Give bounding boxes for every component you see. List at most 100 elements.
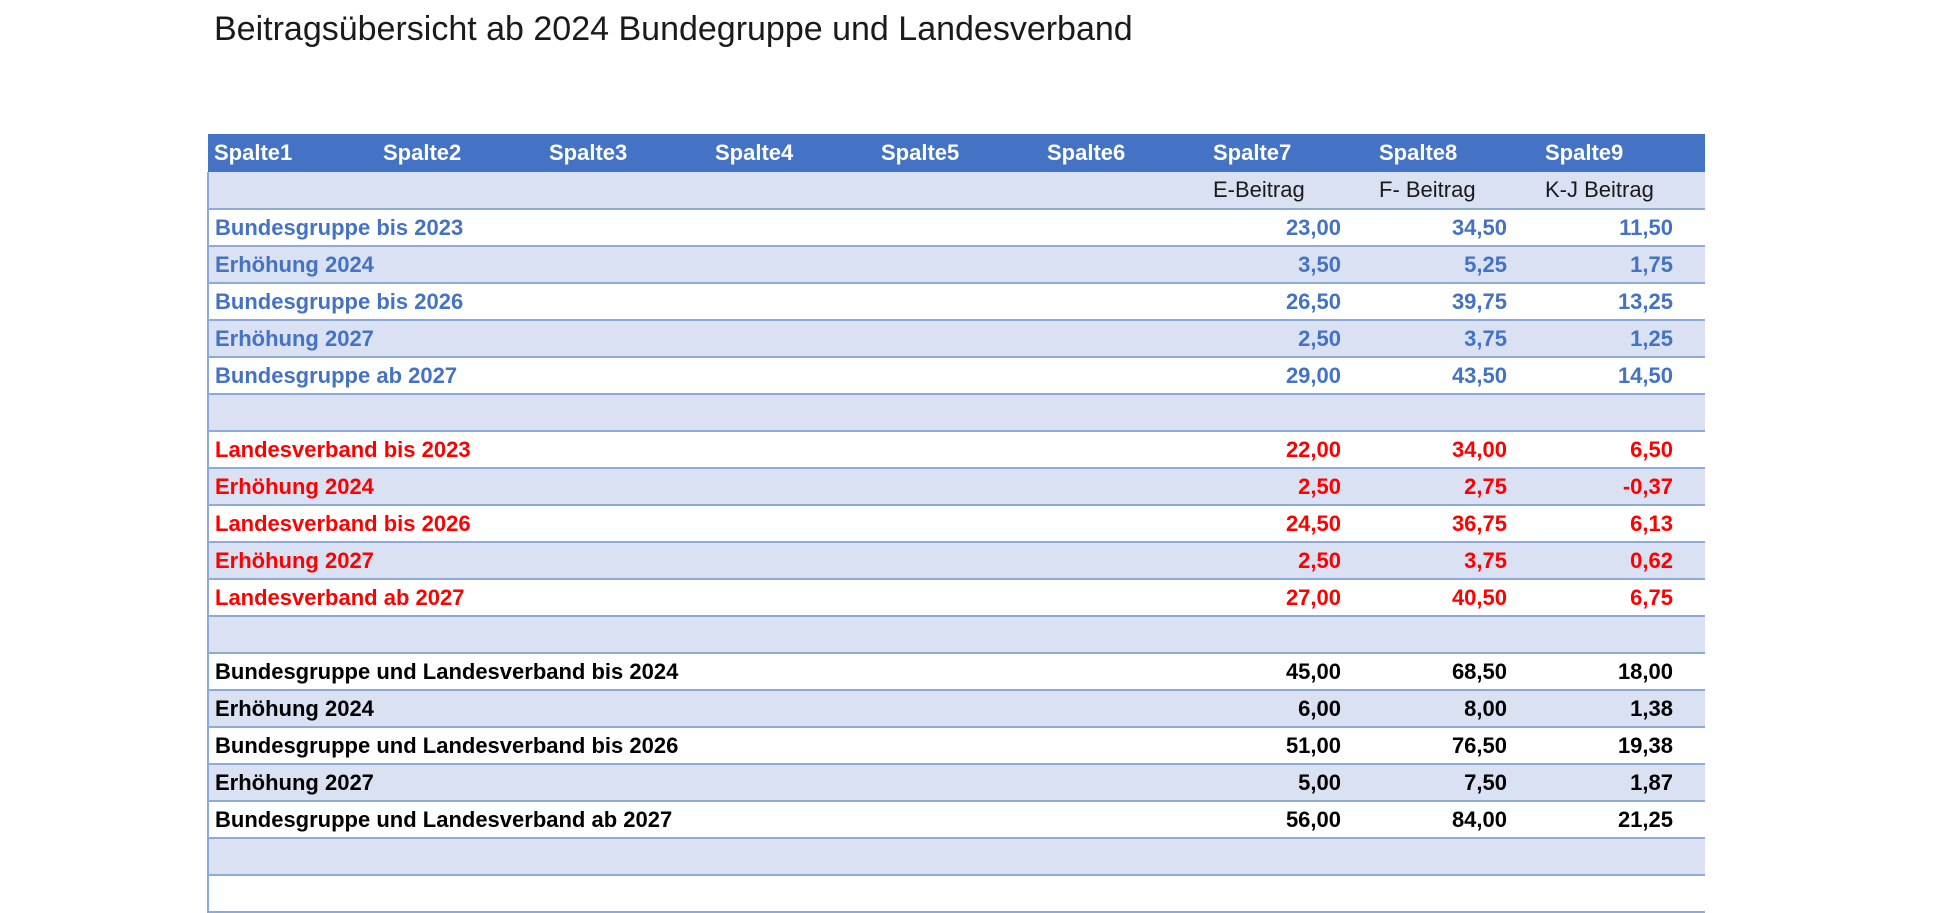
table-cell[interactable] xyxy=(377,505,543,542)
kj-beitrag-value[interactable]: 18,00 xyxy=(1539,653,1705,690)
f-beitrag-value[interactable]: 34,50 xyxy=(1373,209,1539,246)
table-cell[interactable] xyxy=(875,320,1041,357)
table-cell[interactable] xyxy=(207,172,377,209)
table-cell[interactable] xyxy=(543,542,709,579)
row-label-cell[interactable]: Erhöhung 2027 xyxy=(207,542,377,579)
table-cell[interactable] xyxy=(709,875,875,912)
table-cell[interactable] xyxy=(1041,542,1207,579)
kj-beitrag-value[interactable]: 6,50 xyxy=(1539,431,1705,468)
table-cell[interactable] xyxy=(377,801,543,838)
table-cell[interactable] xyxy=(1041,764,1207,801)
row-label-cell[interactable]: Erhöhung 2027 xyxy=(207,320,377,357)
table-cell[interactable] xyxy=(1041,431,1207,468)
kj-beitrag-value[interactable]: 1,38 xyxy=(1539,690,1705,727)
e-beitrag-value[interactable]: 6,00 xyxy=(1207,690,1373,727)
table-cell[interactable] xyxy=(875,542,1041,579)
row-label-cell[interactable]: Bundesgruppe bis 2023 xyxy=(207,209,463,246)
kj-beitrag-subheader[interactable]: K-J Beitrag xyxy=(1539,172,1705,209)
kj-beitrag-value[interactable] xyxy=(1539,394,1705,431)
e-beitrag-value[interactable]: 23,00 xyxy=(1207,209,1373,246)
table-cell[interactable] xyxy=(875,764,1041,801)
table-cell[interactable] xyxy=(875,579,1041,616)
f-beitrag-value[interactable] xyxy=(1373,394,1539,431)
table-cell[interactable] xyxy=(377,394,543,431)
table-cell[interactable] xyxy=(875,653,1041,690)
column-header[interactable]: Spalte9 xyxy=(1539,134,1705,172)
column-header[interactable]: Spalte6 xyxy=(1041,134,1207,172)
table-cell[interactable] xyxy=(709,764,875,801)
table-cell[interactable] xyxy=(875,690,1041,727)
table-cell[interactable] xyxy=(543,357,709,394)
row-label-cell[interactable]: Bundesgruppe und Landesverband bis 2024 xyxy=(207,653,678,690)
table-cell[interactable] xyxy=(875,431,1041,468)
table-cell[interactable] xyxy=(875,875,1041,912)
kj-beitrag-value[interactable]: -0,37 xyxy=(1539,468,1705,505)
table-cell[interactable] xyxy=(1041,468,1207,505)
row-label-cell[interactable]: Erhöhung 2024 xyxy=(207,690,377,727)
row-label-cell[interactable]: Landesverband bis 2026 xyxy=(207,505,471,542)
table-cell[interactable] xyxy=(377,357,543,394)
f-beitrag-value[interactable]: 43,50 xyxy=(1373,357,1539,394)
table-cell[interactable] xyxy=(875,357,1041,394)
table-cell[interactable] xyxy=(709,801,875,838)
table-cell[interactable] xyxy=(377,616,543,653)
table-cell[interactable] xyxy=(875,172,1041,209)
e-beitrag-value[interactable]: 27,00 xyxy=(1207,579,1373,616)
row-label-cell[interactable]: Erhöhung 2024 xyxy=(207,468,377,505)
table-cell[interactable] xyxy=(377,764,543,801)
kj-beitrag-value[interactable]: 1,87 xyxy=(1539,764,1705,801)
f-beitrag-value[interactable]: 8,00 xyxy=(1373,690,1539,727)
e-beitrag-value[interactable] xyxy=(1207,838,1373,875)
table-cell[interactable] xyxy=(1041,579,1207,616)
table-cell[interactable] xyxy=(709,653,875,690)
table-cell[interactable] xyxy=(1041,727,1207,764)
column-header[interactable]: Spalte3 xyxy=(543,134,709,172)
table-cell[interactable] xyxy=(543,579,709,616)
e-beitrag-value[interactable] xyxy=(1207,616,1373,653)
kj-beitrag-value[interactable]: 6,13 xyxy=(1539,505,1705,542)
table-cell[interactable] xyxy=(709,320,875,357)
table-cell[interactable] xyxy=(543,690,709,727)
row-label-cell[interactable]: Bundesgruppe ab 2027 xyxy=(207,357,457,394)
kj-beitrag-value[interactable]: 14,50 xyxy=(1539,357,1705,394)
e-beitrag-value[interactable]: 3,50 xyxy=(1207,246,1373,283)
table-cell[interactable] xyxy=(1041,616,1207,653)
f-beitrag-value[interactable]: 2,75 xyxy=(1373,468,1539,505)
row-label-cell[interactable]: Landesverband bis 2023 xyxy=(207,431,471,468)
f-beitrag-value[interactable]: 3,75 xyxy=(1373,320,1539,357)
table-cell[interactable] xyxy=(543,394,709,431)
table-cell[interactable] xyxy=(543,838,709,875)
table-cell[interactable] xyxy=(709,690,875,727)
f-beitrag-value[interactable]: 84,00 xyxy=(1373,801,1539,838)
column-header[interactable]: Spalte4 xyxy=(709,134,875,172)
table-cell[interactable] xyxy=(1041,875,1207,912)
table-cell[interactable] xyxy=(709,579,875,616)
f-beitrag-subheader[interactable]: F- Beitrag xyxy=(1373,172,1539,209)
table-cell[interactable] xyxy=(875,394,1041,431)
row-label-cell[interactable]: Bundesgruppe und Landesverband bis 2026 xyxy=(207,727,678,764)
e-beitrag-value[interactable]: 22,00 xyxy=(1207,431,1373,468)
table-cell[interactable] xyxy=(377,209,543,246)
table-cell[interactable] xyxy=(1041,283,1207,320)
table-cell[interactable] xyxy=(543,653,709,690)
column-header[interactable]: Spalte7 xyxy=(1207,134,1373,172)
table-cell[interactable] xyxy=(1041,209,1207,246)
table-cell[interactable] xyxy=(709,505,875,542)
f-beitrag-value[interactable]: 68,50 xyxy=(1373,653,1539,690)
e-beitrag-value[interactable]: 45,00 xyxy=(1207,653,1373,690)
e-beitrag-value[interactable]: 51,00 xyxy=(1207,727,1373,764)
table-cell[interactable] xyxy=(709,468,875,505)
f-beitrag-value[interactable]: 34,00 xyxy=(1373,431,1539,468)
table-cell[interactable] xyxy=(1041,653,1207,690)
table-cell[interactable] xyxy=(543,875,709,912)
column-header[interactable]: Spalte8 xyxy=(1373,134,1539,172)
table-cell[interactable] xyxy=(1041,505,1207,542)
e-beitrag-value[interactable]: 29,00 xyxy=(1207,357,1373,394)
table-cell[interactable] xyxy=(1041,690,1207,727)
kj-beitrag-value[interactable] xyxy=(1539,838,1705,875)
kj-beitrag-value[interactable]: 1,75 xyxy=(1539,246,1705,283)
table-cell[interactable] xyxy=(1041,172,1207,209)
table-cell[interactable] xyxy=(709,431,875,468)
table-cell[interactable] xyxy=(377,246,543,283)
f-beitrag-value[interactable]: 39,75 xyxy=(1373,283,1539,320)
